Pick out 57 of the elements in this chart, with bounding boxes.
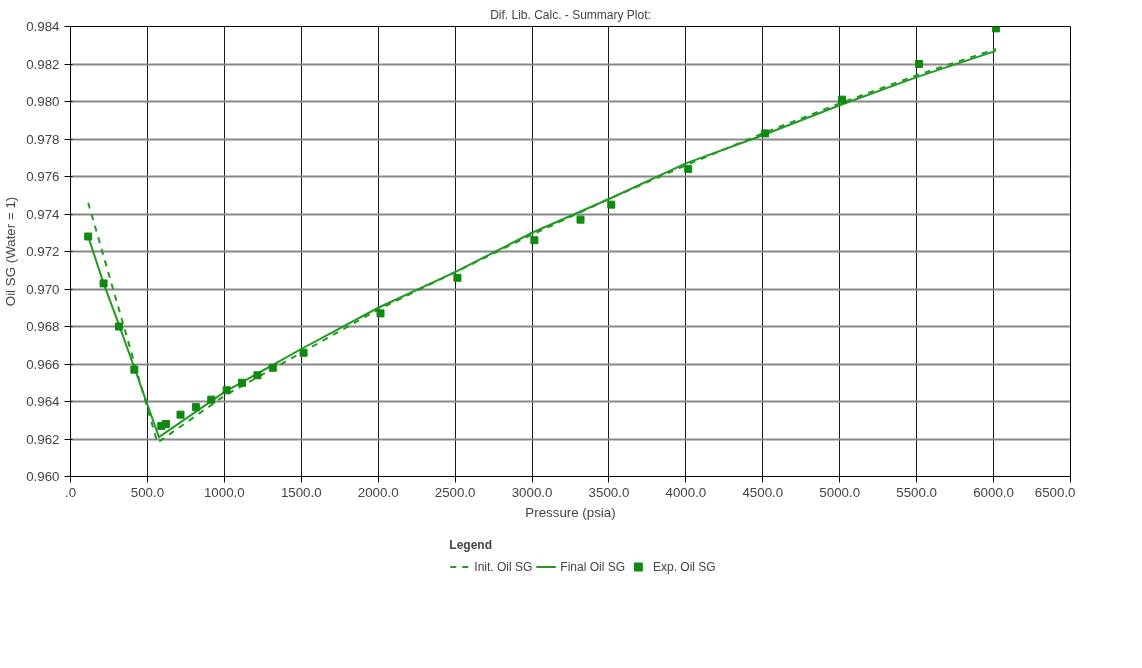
y-tick-label: 0.974 (26, 206, 61, 222)
point (130, 365, 139, 374)
point (376, 309, 385, 318)
y-tick-label: 0.966 (26, 356, 60, 372)
legend-label: Exp. Oil SG (653, 559, 716, 574)
point (299, 348, 308, 357)
point (607, 200, 616, 209)
y-axis-title: Oil SG (Water = 1) (3, 196, 19, 307)
x-tick-label: 3000.0 (511, 484, 553, 500)
point (530, 236, 539, 245)
point (268, 363, 277, 372)
y-tick-label: 0.960 (26, 469, 60, 484)
point (114, 322, 123, 331)
y-tick-label: 0.984 (26, 19, 61, 34)
x-tick-label: 4000.0 (665, 484, 707, 500)
legend-label: Init. Oil SG (474, 559, 533, 574)
y-tick-label: 0.980 (26, 94, 60, 109)
x-tick-label: 5000.0 (819, 484, 861, 500)
x-tick-label: 1000.0 (203, 484, 245, 500)
y-tick-label: 0.968 (26, 319, 60, 334)
x-tick-label: 6000.0 (973, 484, 1014, 500)
y-tick-label: 0.978 (26, 131, 60, 147)
x-tick-label: 1500.0 (280, 484, 322, 500)
point (191, 403, 200, 412)
point (576, 215, 585, 224)
point (161, 420, 170, 428)
point (253, 371, 262, 380)
y-tick-label: 0.976 (26, 169, 60, 184)
x-tick-label: 2000.0 (357, 484, 399, 500)
point (222, 386, 231, 395)
point (84, 232, 93, 241)
legend-title: Legend (449, 537, 493, 552)
x-tick-label: 6500.0 (1034, 484, 1076, 500)
point (914, 60, 923, 68)
y-tick-label: 0.982 (26, 56, 60, 72)
point (176, 410, 185, 419)
point (684, 165, 693, 173)
y-tick-label: 0.964 (26, 394, 61, 409)
point (238, 378, 247, 387)
point (207, 395, 216, 404)
y-tick-label: 0.970 (26, 281, 60, 297)
point (991, 26, 1000, 33)
x-tick-label: .0 (64, 484, 77, 500)
x-tick-label: 2500.0 (434, 484, 476, 500)
x-axis-title: Pressure (psia) (525, 504, 616, 520)
y-tick-label: 0.962 (26, 431, 60, 447)
x-tick-label: 5500.0 (896, 484, 938, 500)
x-tick-label: 3500.0 (588, 484, 630, 500)
x-tick-label: 4500.0 (742, 484, 784, 500)
point (99, 279, 108, 288)
point (453, 273, 462, 282)
point (761, 129, 770, 138)
x-tick-label: 500.0 (130, 484, 165, 500)
y-tick-label: 0.972 (26, 244, 60, 259)
chart-title: Dif. Lib. Calc. - Summary Plot: (490, 7, 651, 22)
legend-label: Final Oil SG (560, 559, 626, 574)
point (838, 95, 847, 104)
